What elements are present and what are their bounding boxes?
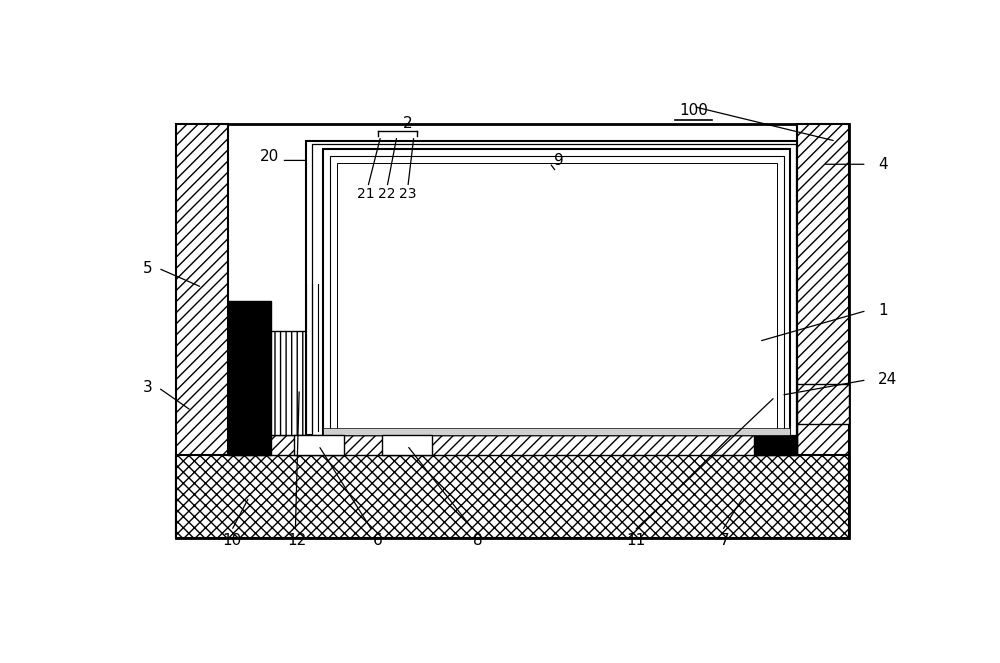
Text: 23: 23 <box>399 186 417 200</box>
Bar <box>176 124 849 538</box>
Text: 5: 5 <box>143 261 152 276</box>
Bar <box>228 369 371 424</box>
Text: 12: 12 <box>287 532 307 548</box>
Text: 24: 24 <box>878 373 898 387</box>
Bar <box>382 436 432 455</box>
Bar <box>337 162 777 436</box>
Bar <box>176 124 228 538</box>
Bar <box>330 156 784 436</box>
Bar <box>754 379 797 455</box>
Text: 6: 6 <box>373 532 383 548</box>
Bar <box>323 149 790 436</box>
Text: 21: 21 <box>357 186 375 200</box>
Text: 20: 20 <box>260 149 280 164</box>
Text: 7: 7 <box>719 532 729 548</box>
Bar <box>312 145 796 436</box>
Bar <box>735 384 849 424</box>
Bar <box>797 124 849 538</box>
Bar <box>176 455 849 538</box>
Text: 10: 10 <box>222 532 241 548</box>
Text: 100: 100 <box>679 103 708 118</box>
Bar <box>306 141 797 436</box>
Text: 3: 3 <box>142 380 152 395</box>
Bar <box>271 332 328 436</box>
Bar <box>228 300 271 455</box>
Text: 11: 11 <box>626 532 645 548</box>
Text: 8: 8 <box>473 532 483 548</box>
Text: 9: 9 <box>554 153 564 168</box>
Bar <box>228 436 797 455</box>
Text: 22: 22 <box>378 186 396 200</box>
Text: 4: 4 <box>878 156 888 172</box>
Text: 2: 2 <box>403 116 413 131</box>
Bar <box>323 428 790 436</box>
Text: 1: 1 <box>878 303 888 318</box>
Bar <box>294 436 344 455</box>
